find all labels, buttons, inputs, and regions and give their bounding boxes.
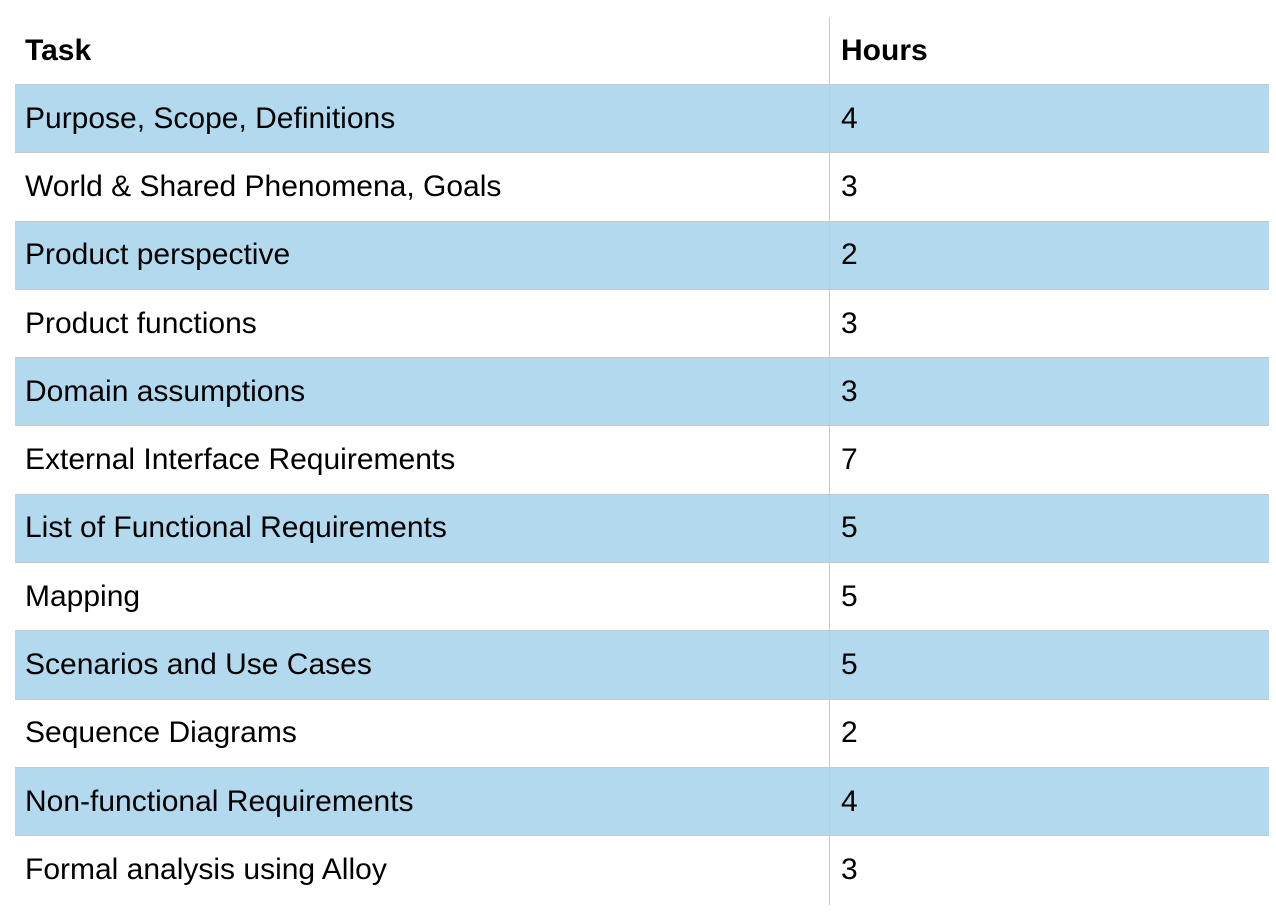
table-row: Product functions 3 <box>15 289 1269 359</box>
table-row: Purpose, Scope, Definitions 4 <box>15 85 1269 154</box>
task-cell: Product functions <box>15 289 830 358</box>
hours-cell: 3 <box>841 853 858 887</box>
table-row: Formal analysis using Alloy 3 <box>15 836 1269 905</box>
hours-cell: 5 <box>841 511 858 545</box>
task-cell: Formal analysis using Alloy <box>15 836 830 905</box>
table-row: Non-functional Requirements 4 <box>15 767 1269 837</box>
hours-cell: 3 <box>841 169 858 203</box>
task-cell: Domain assumptions <box>15 358 830 426</box>
table-row: External Interface Requirements 7 <box>15 426 1269 495</box>
table-row: Domain assumptions 3 <box>15 358 1269 427</box>
table-row: Product perspective 2 <box>15 221 1269 290</box>
task-cell: Scenarios and Use Cases <box>15 631 830 699</box>
column-header-hours: Hours <box>841 33 928 67</box>
table-row: Scenarios and Use Cases 5 <box>15 631 1269 700</box>
table-row: Mapping 5 <box>15 563 1269 632</box>
task-cell: Purpose, Scope, Definitions <box>15 85 830 153</box>
hours-cell: 4 <box>841 784 858 818</box>
hours-cell: 2 <box>841 716 858 750</box>
column-header-task: Task <box>15 17 830 84</box>
table-header-row: Task Hours <box>15 17 1269 85</box>
table-row: Sequence Diagrams 2 <box>15 699 1269 768</box>
hours-cell: 3 <box>841 374 858 408</box>
task-cell: Mapping <box>15 563 830 631</box>
task-cell: List of Functional Requirements <box>15 494 830 563</box>
table-row: List of Functional Requirements 5 <box>15 494 1269 564</box>
hours-cell: 5 <box>841 648 858 682</box>
hours-cell: 3 <box>841 306 858 340</box>
hours-cell: 5 <box>841 579 858 613</box>
hours-cell: 2 <box>841 238 858 272</box>
task-cell: World & Shared Phenomena, Goals <box>15 153 830 221</box>
table-row: World & Shared Phenomena, Goals 3 <box>15 153 1269 222</box>
task-cell: Sequence Diagrams <box>15 699 830 767</box>
task-cell: External Interface Requirements <box>15 426 830 494</box>
hours-table: Task Hours Purpose, Scope, Definitions 4… <box>15 17 1269 905</box>
task-cell: Product perspective <box>15 221 830 289</box>
task-cell: Non-functional Requirements <box>15 767 830 836</box>
hours-cell: 4 <box>841 101 858 135</box>
hours-cell: 7 <box>841 443 858 477</box>
